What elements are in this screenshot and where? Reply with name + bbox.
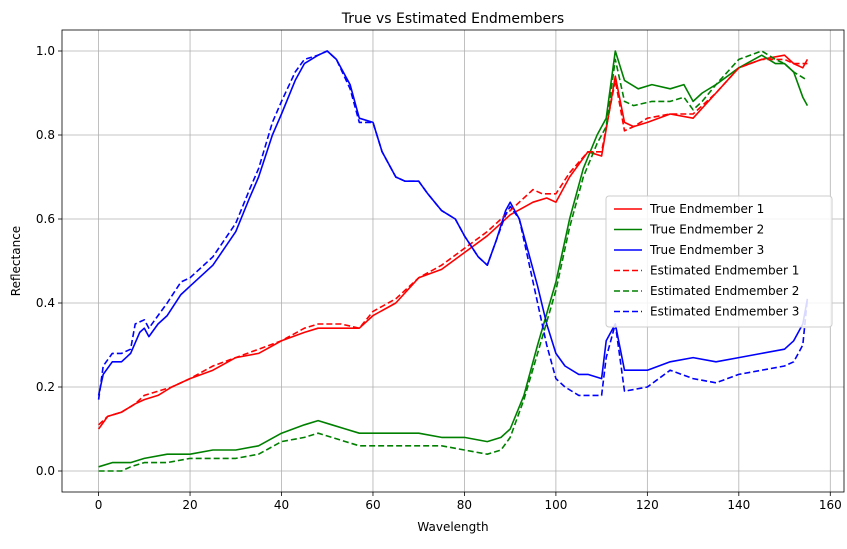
y-tick-label: 0.2 [36,380,55,394]
y-tick-label: 0.6 [36,212,55,226]
y-tick-label: 0.4 [36,296,55,310]
series-line-4 [98,58,808,426]
y-tick-label: 0.0 [36,464,55,478]
x-tick-label: 120 [636,498,659,512]
legend-label: Estimated Endmember 3 [650,305,799,319]
x-tick-label: 140 [727,498,750,512]
x-axis-label: Wavelength [417,520,488,534]
legend-label: Estimated Endmember 1 [650,264,799,278]
legend-box [605,195,833,328]
y-tick-label: 0.8 [36,128,55,142]
x-tick-label: 40 [274,498,289,512]
x-tick-label: 20 [182,498,197,512]
series-line-3 [97,50,809,396]
plot-frame [61,29,845,493]
y-axis-ticks: 0.0 0.2 0.4 0.6 0.8 1.0 [36,44,62,478]
legend-label: True Endmember 3 [649,243,764,257]
legend-label: True Endmember 2 [649,223,764,237]
series-line-5 [98,50,808,472]
x-tick-label: 0 [95,498,103,512]
x-tick-label: 160 [819,498,842,512]
legend-label: Estimated Endmember 2 [650,284,799,298]
x-tick-label: 100 [544,498,567,512]
x-axis-ticks: 0 20 40 60 80 100 120 140 160 [95,492,842,512]
series-line-2 [98,50,809,468]
legend: True Endmember 1 True Endmember 2 True End… [605,195,833,328]
y-axis-label: Reflectance [9,226,23,296]
legend-label: True Endmember 1 [649,202,764,216]
y-tick-label: 1.0 [36,44,55,58]
x-tick-label: 80 [457,498,472,512]
series-line-6 [97,50,809,400]
series-lines [97,50,809,472]
x-tick-label: 60 [365,498,380,512]
chart-title: True vs Estimated Endmembers [341,11,564,27]
